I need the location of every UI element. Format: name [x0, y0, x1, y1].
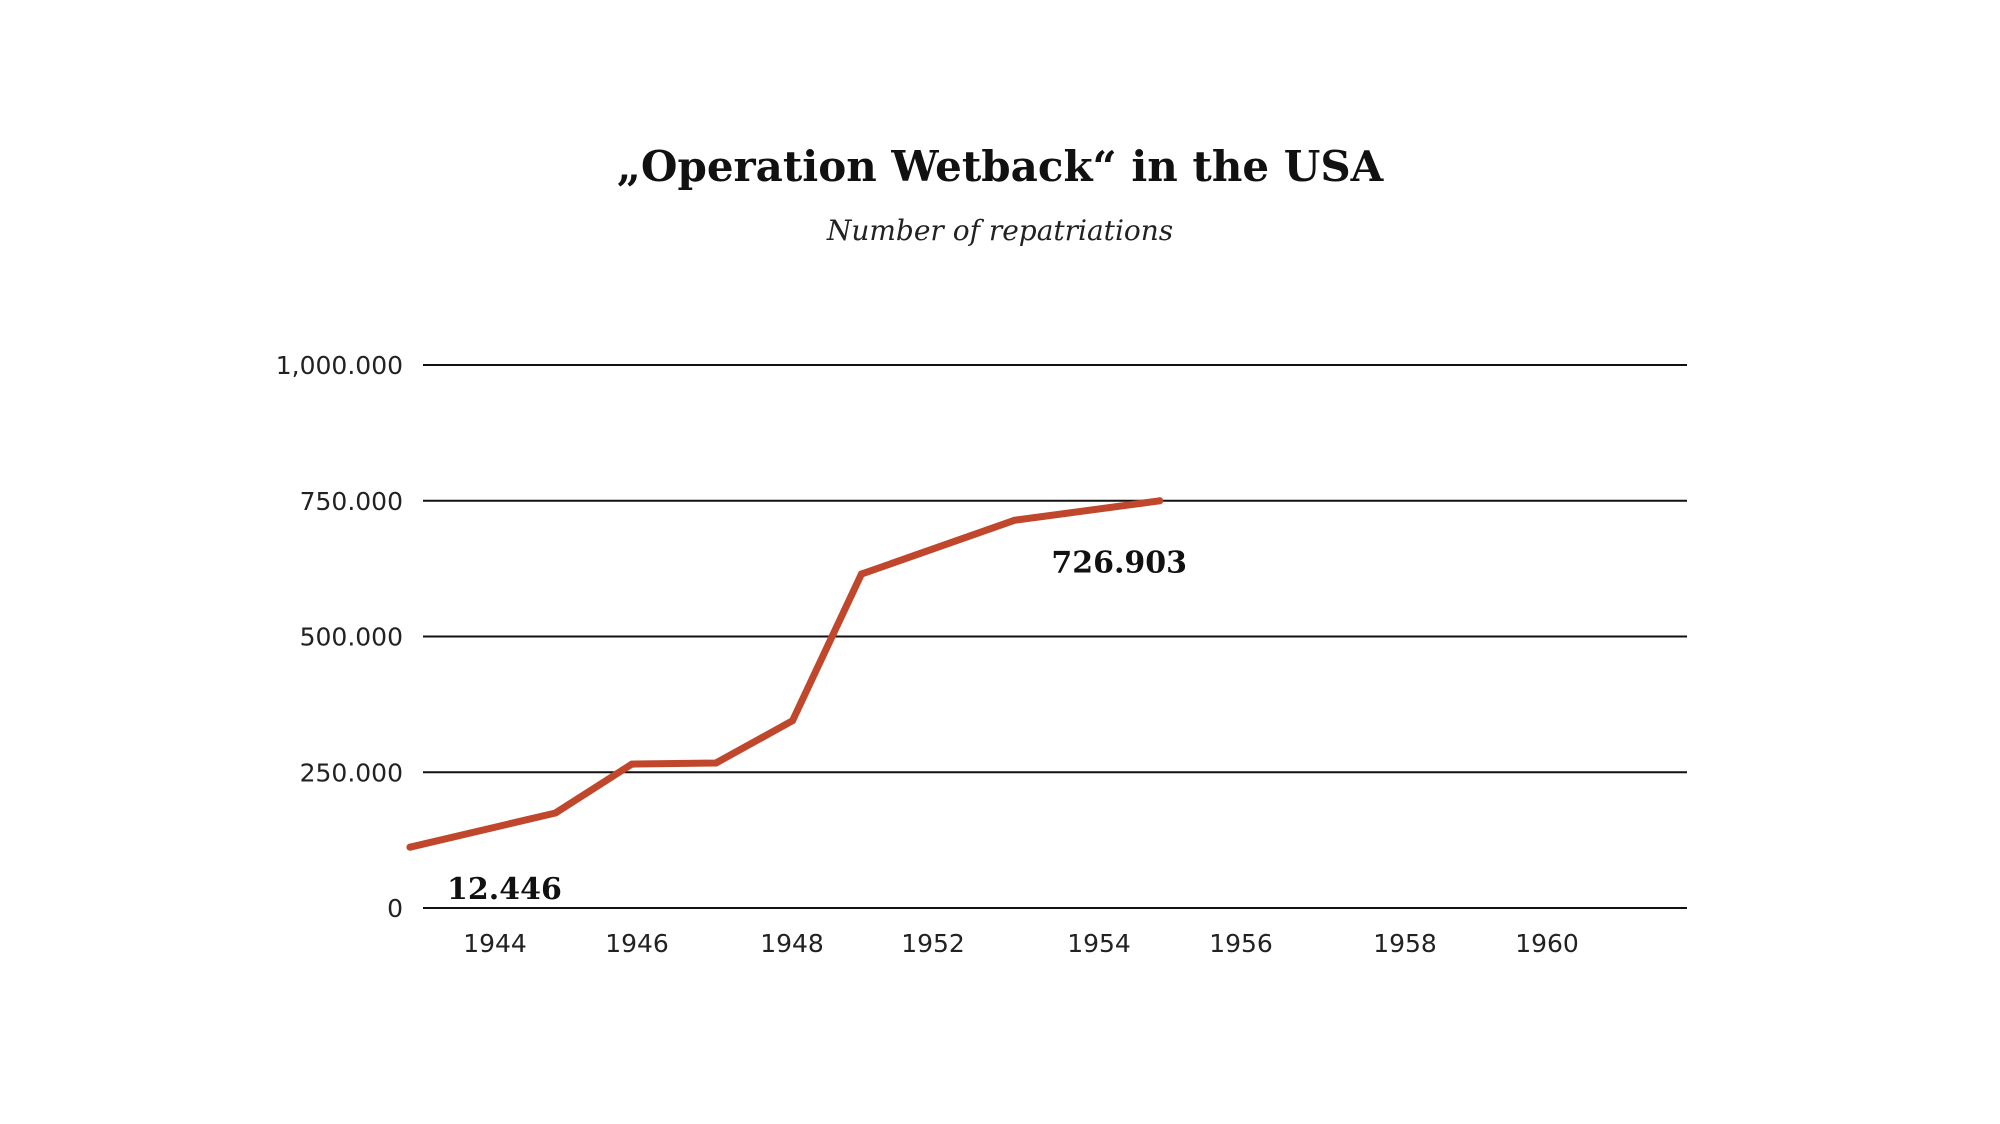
- data-point: [406, 843, 414, 851]
- y-tick-label: 250.000: [300, 758, 403, 787]
- gridlines: [423, 364, 1687, 909]
- annotations: 12.446 726.903: [447, 545, 1187, 907]
- x-tick-label: 1958: [1373, 929, 1437, 958]
- series-layer: [406, 497, 1164, 851]
- y-tick-label: 1,000.000: [276, 351, 403, 380]
- series-line: [406, 497, 1164, 851]
- chart-title: „Operation Wetback“ in the USA: [616, 142, 1384, 191]
- x-tick-label: 1954: [1067, 929, 1131, 958]
- x-tick-label: 1960: [1515, 929, 1579, 958]
- x-tick-label: 1944: [463, 929, 527, 958]
- x-tick-label: 1946: [605, 929, 669, 958]
- x-tick-label: 1948: [760, 929, 824, 958]
- data-point: [857, 570, 865, 578]
- data-point: [551, 809, 559, 817]
- y-tick-label: 750.000: [300, 487, 403, 516]
- data-point: [628, 760, 636, 768]
- x-tick-label: 1952: [901, 929, 965, 958]
- x-tick-label: 1956: [1209, 929, 1273, 958]
- data-point: [1156, 497, 1164, 505]
- data-point: [789, 717, 796, 725]
- chart-subtitle: Number of repatriations: [826, 214, 1174, 247]
- data-point: [1010, 516, 1018, 524]
- y-tick-label: 0: [387, 894, 403, 923]
- y-tick-label: 500.000: [300, 623, 403, 652]
- data-point: [712, 759, 720, 767]
- y-axis-ticks: 0 250.000 500.000 750.000 1,000.000: [276, 351, 403, 923]
- x-axis-ticks: 1944 1946 1948 1952 1954 1956 1958 1960: [463, 929, 1579, 958]
- data-label: 726.903: [1051, 545, 1187, 580]
- data-label: 12.446: [447, 872, 562, 907]
